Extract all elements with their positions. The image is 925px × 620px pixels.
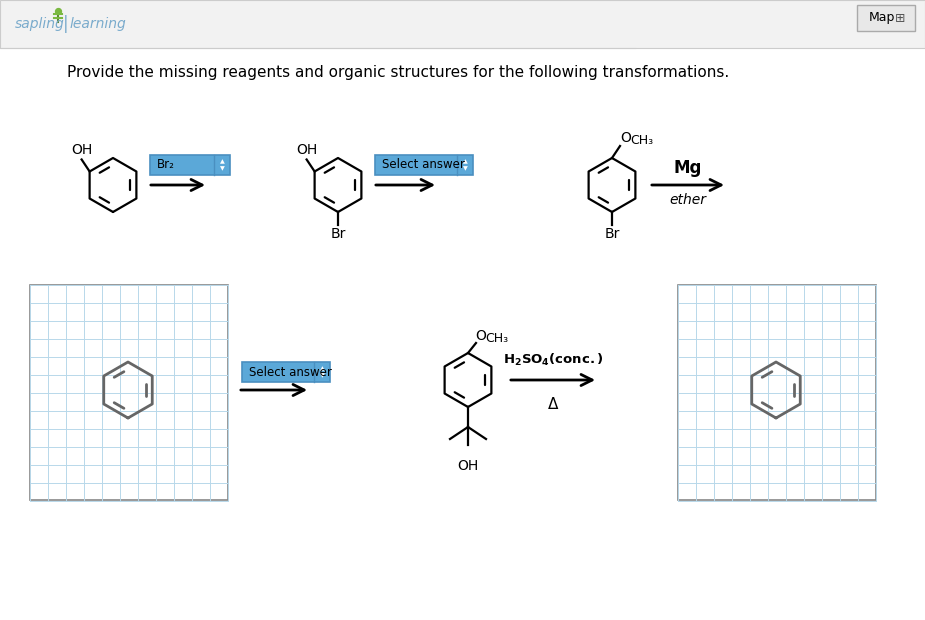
Text: ▲: ▲	[219, 159, 225, 164]
Text: ⊞: ⊞	[894, 12, 906, 25]
Text: Br: Br	[330, 227, 346, 241]
Text: ▼: ▼	[320, 373, 325, 378]
Text: O: O	[620, 131, 631, 145]
Text: sapling: sapling	[15, 17, 65, 31]
Text: Br: Br	[604, 227, 620, 241]
Text: Map: Map	[869, 12, 895, 25]
Text: CH₃: CH₃	[485, 332, 508, 345]
Text: learning: learning	[70, 17, 127, 31]
Text: Provide the missing reagents and organic structures for the following transforma: Provide the missing reagents and organic…	[67, 64, 729, 79]
Text: $\mathbf{H_2SO_4}$$\mathbf{(conc.)}$: $\mathbf{H_2SO_4}$$\mathbf{(conc.)}$	[502, 352, 603, 368]
Text: ▼: ▼	[462, 166, 467, 171]
Bar	[678, 285, 876, 500]
FancyBboxPatch shape	[857, 5, 915, 31]
Text: OH: OH	[296, 143, 317, 157]
Text: Mg: Mg	[673, 159, 702, 177]
Text: O: O	[475, 329, 486, 343]
Bar	[0, 0, 925, 48]
Text: $\Delta$: $\Delta$	[547, 396, 559, 412]
Text: |: |	[63, 15, 68, 33]
Text: Br₂: Br₂	[157, 159, 175, 172]
Text: ether: ether	[670, 193, 707, 207]
Point	[51, 6, 66, 16]
Bar	[30, 285, 228, 500]
Text: Select answer: Select answer	[249, 366, 332, 378]
Text: OH: OH	[457, 459, 478, 473]
Text: ▲: ▲	[462, 159, 467, 164]
Text: CH₃: CH₃	[630, 133, 653, 146]
FancyBboxPatch shape	[150, 155, 230, 175]
Text: ▲: ▲	[320, 366, 325, 371]
Text: ▼: ▼	[219, 166, 225, 171]
Text: Select answer: Select answer	[382, 159, 465, 172]
FancyBboxPatch shape	[242, 362, 330, 382]
FancyBboxPatch shape	[375, 155, 473, 175]
Text: OH: OH	[71, 143, 92, 157]
